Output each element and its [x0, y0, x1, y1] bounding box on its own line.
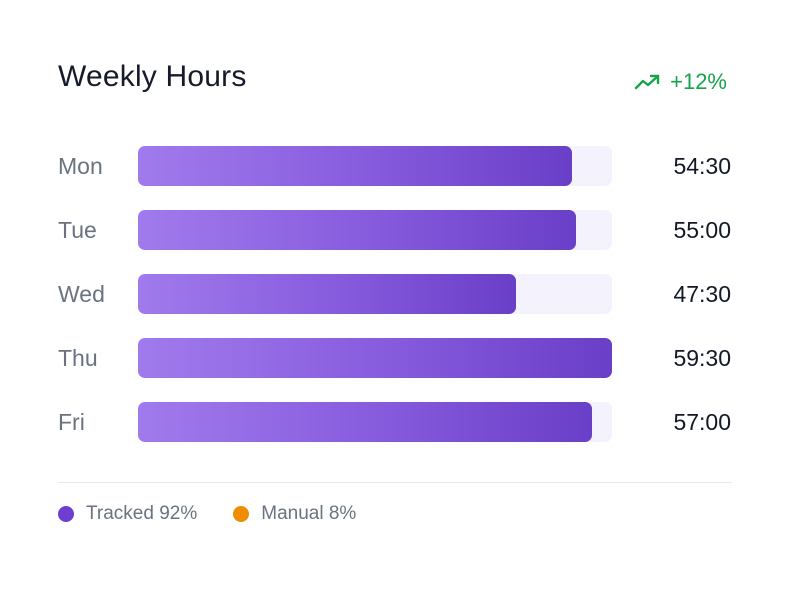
legend-item: Manual 8% [233, 503, 356, 525]
category-label: Mon [58, 153, 103, 179]
bar-track [138, 274, 612, 314]
value-label: 59:30 [673, 345, 731, 371]
bar [138, 338, 612, 378]
legend-swatch [58, 506, 74, 522]
chart-legend: Tracked 92% Manual 8% [58, 503, 356, 525]
bar [138, 210, 576, 250]
bar-row-fri: Fri 57:00 [0, 402, 790, 442]
value-label: 54:30 [673, 153, 731, 179]
bar-track [138, 402, 612, 442]
trending-up-icon [634, 73, 660, 91]
divider [58, 482, 732, 483]
legend-label: Manual 8% [261, 503, 357, 524]
bar-row-wed: Wed 47:30 [0, 274, 790, 314]
category-label: Thu [58, 345, 98, 371]
bar [138, 402, 592, 442]
bar-track [138, 338, 612, 378]
bar-track [138, 210, 612, 250]
bar-row-tue: Tue 55:00 [0, 210, 790, 250]
trend-value: +12% [670, 69, 727, 94]
value-label: 57:00 [673, 409, 731, 435]
category-label: Fri [58, 409, 85, 435]
value-label: 47:30 [673, 281, 731, 307]
category-label: Tue [58, 217, 97, 243]
chart-title: Weekly Hours [58, 60, 247, 93]
bar [138, 274, 516, 314]
bar-track [138, 146, 612, 186]
trend-indicator: +12% [634, 68, 727, 96]
bar [138, 146, 572, 186]
bar-row-thu: Thu 59:30 [0, 338, 790, 378]
legend-label: Tracked 92% [86, 503, 198, 524]
legend-swatch [233, 506, 250, 522]
legend-item: Tracked 92% [58, 503, 197, 525]
value-label: 55:00 [673, 217, 731, 243]
bar-row-mon: Mon 54:30 [0, 146, 790, 186]
category-label: Wed [58, 281, 105, 307]
